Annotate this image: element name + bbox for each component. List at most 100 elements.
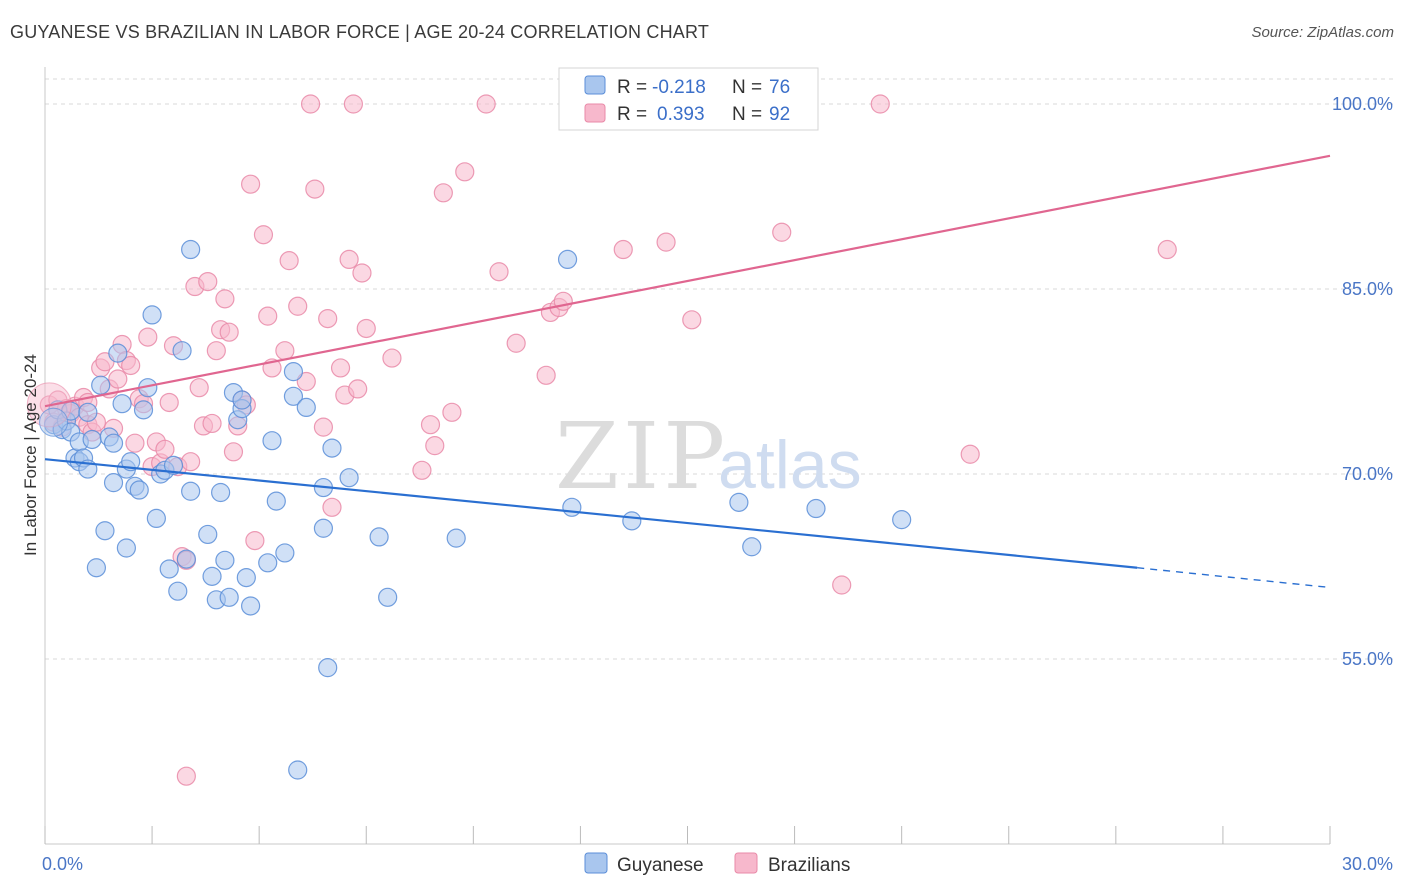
guyanese-point [129, 480, 149, 500]
guyanese-point [211, 482, 231, 503]
guyanese-point [339, 468, 359, 488]
bottom-legend-brazilians: Brazilians [768, 855, 850, 876]
brazilians-point [960, 444, 980, 464]
guyanese-point [275, 543, 295, 563]
brazilians-point [279, 251, 299, 271]
brazilians-point [181, 452, 201, 472]
guyanese-point [159, 559, 179, 579]
x-tick-labels: 0.0% 30.0% [42, 854, 1393, 874]
watermark: ZIP atlas [555, 403, 862, 510]
brazilians-point [241, 174, 261, 194]
brazilians-point [108, 369, 128, 389]
guyanese-point [266, 491, 286, 511]
guyanese-point [168, 581, 188, 601]
brazilians-point [382, 348, 402, 368]
bottom-legend-swatch-brazilians [734, 852, 758, 874]
guyanese-point [142, 305, 162, 325]
brazilians-point [613, 239, 633, 260]
guyanese-point [236, 567, 256, 588]
guyanese-point [283, 386, 304, 406]
guyanese-point [116, 538, 136, 558]
guyanese-point [146, 508, 166, 529]
legend-r-label-2: R = [617, 104, 647, 125]
brazilians-point [870, 94, 890, 114]
brazilians-point [189, 378, 209, 398]
guyanese-point [369, 527, 389, 547]
chart-title: GUYANESE VS BRAZILIAN IN LABOR FORCE | A… [10, 22, 710, 42]
guyanese-point [729, 492, 749, 512]
brazilians-point [553, 291, 573, 311]
brazilians-point [682, 310, 702, 330]
guyanese-point [215, 550, 235, 570]
brazilians-point [832, 575, 852, 595]
legend-box: R = -0.218 N = 76 R = 0.393 N = 92 [558, 67, 819, 131]
guyanese-point [91, 375, 111, 395]
brazilians-point [138, 327, 158, 347]
guyanese-point [318, 658, 338, 678]
guyanese-point [232, 390, 252, 410]
axis-layer [44, 67, 1331, 845]
brazilians-point [296, 371, 316, 392]
brazilians-point [125, 433, 145, 453]
y-tick-label: 100.0% [1332, 94, 1393, 114]
brazilians-point [318, 309, 338, 329]
brazilians-point [288, 296, 308, 316]
watermark-zip: ZIP [555, 403, 729, 510]
legend-r-label-1: R = [617, 77, 647, 98]
guyanese-point [78, 402, 98, 422]
brazilians-point [339, 249, 359, 269]
brazilians-point [455, 162, 475, 182]
y-tick-label: 70.0% [1342, 464, 1393, 484]
brazilians-point [159, 392, 179, 413]
brazilians-point [253, 225, 274, 245]
bottom-legend: Guyanese Brazilians [584, 852, 850, 876]
brazilians-point [356, 318, 376, 339]
brazilians-point [330, 358, 351, 378]
guyanese-point [103, 433, 124, 453]
brazilians-point [506, 333, 526, 353]
y-tick-labels: 55.0% 70.0% 85.0% 100.0% [1332, 94, 1393, 669]
brazilians-point [352, 263, 372, 283]
y-tick-label: 55.0% [1342, 649, 1393, 669]
guyanese-point [95, 521, 115, 541]
legend-n-value-1: 76 [769, 77, 790, 98]
brazilians-point [275, 341, 295, 361]
guyanese-point [112, 394, 132, 414]
brazilians-point [223, 442, 244, 462]
guyanese-point [288, 760, 308, 780]
brazilians-point [258, 306, 278, 326]
guyanese-point [133, 400, 154, 420]
guyanese-point [82, 429, 102, 450]
brazilians-point [121, 355, 141, 376]
guyanese-point [622, 511, 642, 531]
brazilians-point [343, 94, 363, 114]
guyanese-point [378, 587, 398, 607]
brazilians-point [433, 183, 453, 203]
guyanese-point [103, 473, 124, 493]
brazilians-point [489, 262, 509, 282]
guyanese-point [742, 537, 762, 557]
brazilians-point [215, 289, 235, 309]
brazilians-point [442, 402, 462, 422]
watermark-atlas: atlas [718, 427, 862, 503]
bottom-legend-swatch-guyanese [584, 852, 608, 874]
legend-r-value-2: 0.393 [657, 104, 705, 125]
brazilians-point [420, 415, 441, 435]
guyanese-point [219, 587, 239, 607]
guyanese-point [283, 362, 304, 382]
guyanese-point [296, 397, 316, 417]
guyanese-point [313, 518, 334, 538]
guyanese-point [262, 431, 282, 451]
guyanese-point [181, 481, 201, 501]
brazilians-point [348, 379, 368, 399]
brazilians-point [305, 179, 325, 199]
brazilians-point [206, 341, 226, 361]
brazilians-point [300, 94, 321, 114]
guyanese-trend-extension [1137, 567, 1331, 589]
brazilians-point [155, 439, 175, 459]
brazilians-point [313, 417, 334, 437]
brazilians-point [202, 413, 222, 434]
guyanese-point [806, 498, 826, 519]
guyanese-point [322, 438, 342, 458]
